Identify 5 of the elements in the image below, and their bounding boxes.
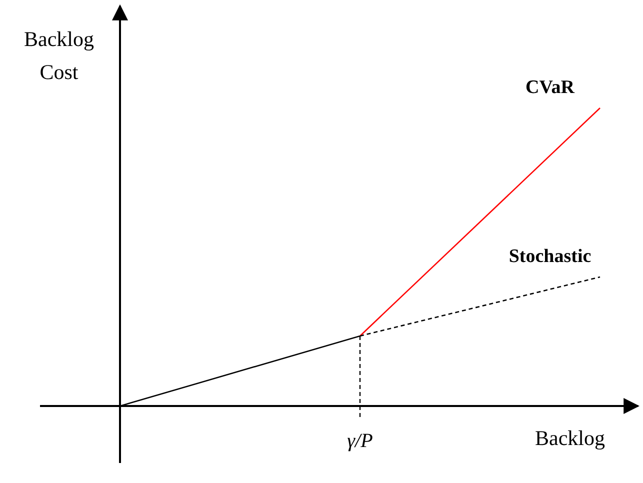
y-axis-title: Backlog Cost: [24, 27, 94, 84]
text: γ/P: [347, 430, 373, 452]
series-label: CVaR: [526, 77, 575, 98]
series-label: Stochastic: [508, 246, 592, 267]
x-axis-title: Backlog: [535, 426, 606, 450]
